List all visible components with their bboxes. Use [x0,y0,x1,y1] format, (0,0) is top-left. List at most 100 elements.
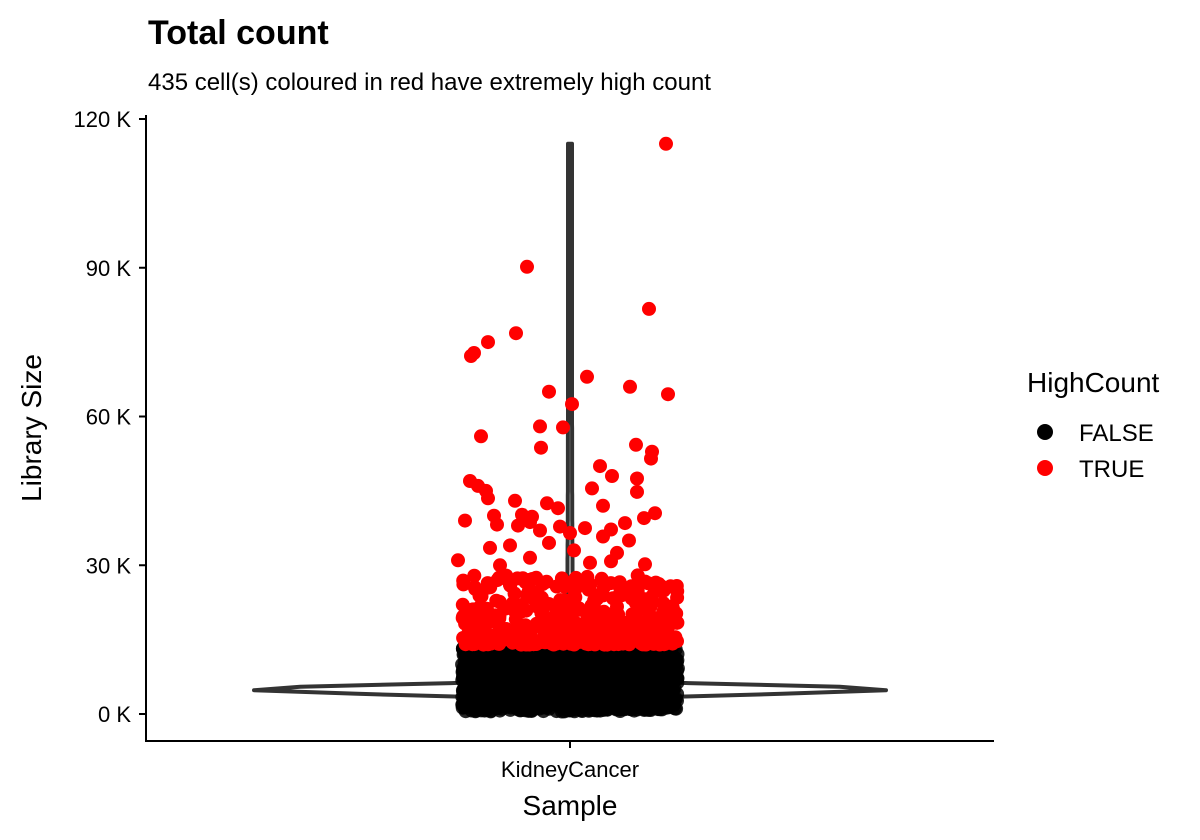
point-true [669,579,684,593]
y-tick-label: 30 K [86,553,132,578]
point-true [581,582,596,597]
point-false [482,699,497,714]
point-false [633,648,648,663]
point-false [465,679,479,694]
point-false [515,685,530,700]
point-true [623,379,637,394]
point-true [507,586,522,601]
point-true [622,533,636,548]
point-false [590,702,605,717]
point-false [483,654,498,669]
point-true [604,554,618,569]
point-true [638,557,652,572]
point-true [509,326,523,341]
point-true [658,631,673,646]
point-true [605,469,619,483]
point-true [478,619,493,634]
point-true [461,613,476,628]
point-false [592,691,606,706]
point-true [596,498,610,513]
point-true [499,568,514,583]
point-false [465,663,479,678]
point-true [542,384,556,399]
points-true [451,136,685,652]
point-false [630,663,645,678]
point-true [584,598,599,613]
point-true [648,506,662,521]
point-true [661,616,676,630]
point-true [533,419,547,434]
point-true [578,521,592,536]
point-true [472,588,487,603]
point-true [511,518,525,533]
point-false [644,688,659,703]
point-false [559,673,573,688]
point-true [563,526,577,540]
y-tick-label: 90 K [86,256,132,281]
point-true [521,584,536,599]
point-true [637,511,651,526]
point-true [567,583,582,598]
point-false [563,652,578,667]
point-false [600,664,615,679]
chart-subtitle: 435 cell(s) coloured in red have extreme… [148,69,711,96]
legend-label-true: TRUE [1079,456,1144,483]
point-true [456,577,471,592]
point-true [571,631,586,646]
point-false [509,670,524,685]
point-true [535,602,550,617]
chart-title: Total count [148,14,329,52]
point-false [498,687,513,702]
y-axis-title: Library Size [16,354,47,502]
point-true [642,301,656,316]
point-false [499,699,514,714]
y-tick-label: 0 K [98,702,131,727]
point-true [503,538,517,553]
point-true [596,580,611,595]
legend-key-false [1037,424,1053,440]
point-false [663,688,678,702]
point-true [474,429,488,444]
point-true [458,513,472,528]
point-true [515,571,530,586]
point-true [580,369,594,384]
point-false [538,682,553,697]
legend-title: HighCount [1027,367,1160,398]
point-false [562,689,576,703]
point-false [579,692,594,707]
point-true [534,440,548,455]
point-true [568,570,583,585]
point-true [585,481,599,496]
y-ticks: 0 K 30 K 60 K 90 K 120 K [74,107,146,727]
point-false [514,650,529,665]
point-false [581,669,596,684]
point-false [630,702,645,717]
point-true [644,451,658,466]
point-true [464,349,478,363]
point-true [571,601,586,616]
point-true [610,590,625,604]
y-tick-label: 60 K [86,405,132,430]
point-false [656,660,671,675]
point-true [492,608,507,623]
point-true [551,501,565,516]
point-true [553,519,567,534]
y-tick-label: 120 K [74,107,132,132]
point-true [618,516,632,531]
point-true [556,420,570,435]
point-true [481,491,495,506]
point-true [549,579,564,594]
point-true [641,576,656,591]
point-true [465,637,480,652]
point-true [661,387,675,402]
point-true [542,535,556,550]
point-true [630,471,644,486]
point-true [538,625,553,640]
point-true [557,616,572,631]
point-true [540,496,554,511]
point-false [480,676,495,691]
x-axis-title: Sample [523,790,618,821]
point-true [522,637,537,652]
point-true [533,523,547,538]
point-true [659,136,673,151]
